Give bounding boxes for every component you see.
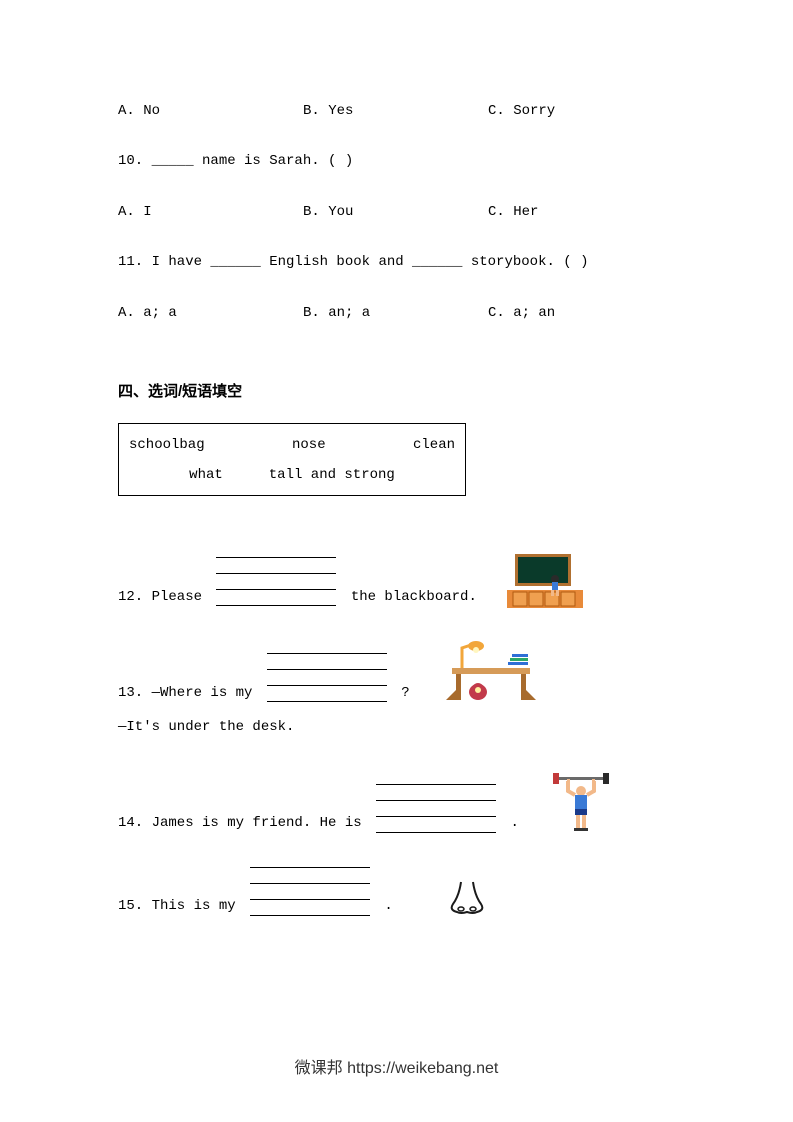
q15-suffix: . [376, 895, 393, 917]
q14-blank[interactable] [376, 784, 496, 833]
q14-line: 14. James is my friend. He is . [118, 771, 675, 835]
q11-stem: 11. I have ______ English book and _____… [118, 251, 675, 273]
q12-line: 12. Please the blackboard. [118, 552, 675, 608]
q10-opt-b: B. You [303, 201, 488, 223]
word-bank-row2: what tall and strong [127, 466, 457, 486]
word-bank-box: schoolbag nose clean what tall and stron… [118, 423, 466, 496]
word-nose: nose [292, 436, 326, 456]
q13-answer: —It's under the desk. [118, 716, 675, 738]
q11-opt-c: C. a; an [488, 302, 675, 324]
word-what: what [189, 466, 223, 486]
q13-prefix: 13. —Where is my [118, 682, 261, 704]
nose-icon [443, 878, 491, 918]
worksheet-page: A. No B. Yes C. Sorry 10. _____ name is … [0, 0, 793, 990]
q12-blank[interactable] [216, 557, 336, 606]
word-schoolbag: schoolbag [129, 436, 205, 456]
q10-opt-a: A. I [118, 201, 303, 223]
q9-options: A. No B. Yes C. Sorry [118, 100, 675, 122]
q15-prefix: 15. This is my [118, 895, 244, 917]
q10-stem: 10. _____ name is Sarah. ( ) [118, 150, 675, 172]
q12-prefix: 12. Please [118, 586, 210, 608]
q14-prefix: 14. James is my friend. He is [118, 812, 370, 834]
q15-blank[interactable] [250, 867, 370, 916]
page-footer: 微课邦 https://weikebang.net [0, 1054, 793, 1078]
q13-blank[interactable] [267, 653, 387, 702]
q11-opt-a: A. a; a [118, 302, 303, 324]
q9-opt-c: C. Sorry [488, 100, 675, 122]
q11-opt-b: B. an; a [303, 302, 488, 324]
q12-suffix: the blackboard. [342, 586, 476, 608]
q9-opt-a: A. No [118, 100, 303, 122]
desk-schoolbag-icon [440, 640, 540, 704]
q9-opt-b: B. Yes [303, 100, 488, 122]
section4-title: 四、选词/短语填空 [118, 380, 675, 401]
weightlifter-icon [549, 771, 613, 835]
q10-opt-c: C. Her [488, 201, 675, 223]
blackboard-scene-icon [507, 552, 583, 608]
word-bank-row1: schoolbag nose clean [127, 436, 457, 456]
q10-options: A. I B. You C. Her [118, 201, 675, 223]
q11-options: A. a; a B. an; a C. a; an [118, 302, 675, 324]
q13-suffix: ? [393, 682, 410, 704]
word-clean: clean [413, 436, 455, 456]
q15-line: 15. This is my . [118, 867, 675, 918]
q13-line: 13. —Where is my ? [118, 640, 675, 704]
q14-suffix: . [502, 812, 519, 834]
word-tall-and-strong: tall and strong [269, 466, 395, 486]
